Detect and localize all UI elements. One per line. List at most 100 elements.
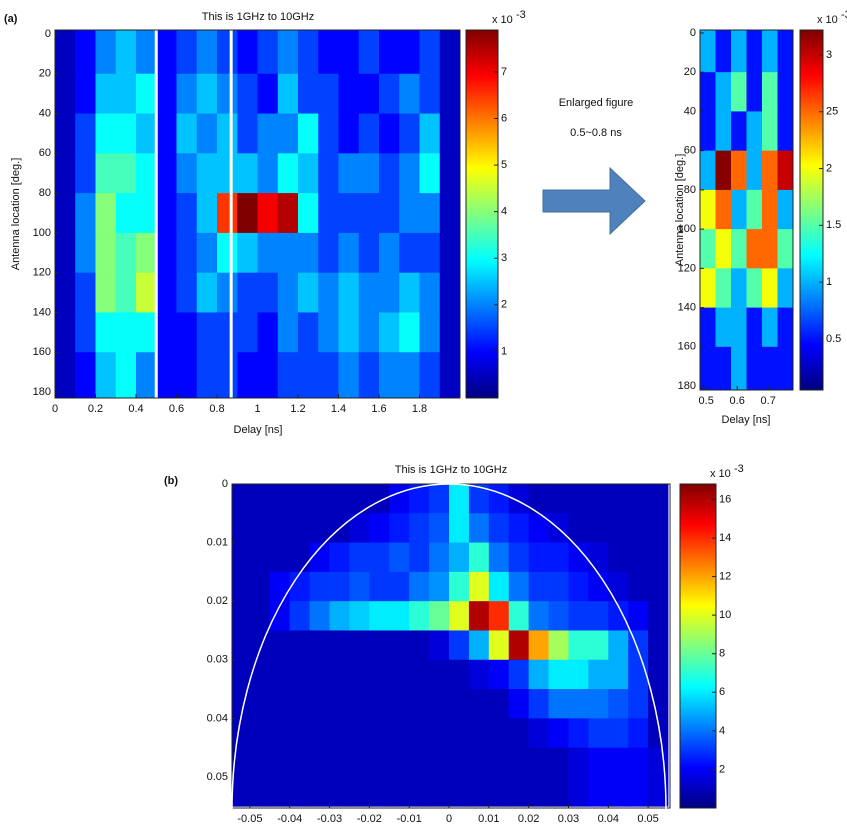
heatmap-cell (528, 601, 549, 631)
heatmap-cell (439, 232, 460, 274)
heatmap-cell (349, 718, 370, 749)
heatmap-cell (608, 484, 629, 514)
heatmap-cell (488, 689, 510, 719)
heatmap-cell (399, 73, 420, 114)
heatmap-cell (369, 747, 390, 778)
heatmap-cell (409, 513, 430, 543)
heatmap-cell (338, 352, 360, 398)
heatmap-cell (329, 689, 350, 719)
y-tick-label: 0 (222, 478, 228, 490)
heatmap-cell (777, 150, 793, 191)
heatmap-cell (715, 268, 732, 309)
heatmap-cell (176, 113, 198, 154)
heatmap-cell (746, 111, 763, 152)
heatmap-cell (628, 571, 649, 602)
heatmap-cell (528, 542, 549, 573)
heatmap-cell (318, 272, 339, 313)
heatmap-cell (358, 352, 380, 398)
colorbar-tick-label: 2 (501, 299, 507, 311)
heatmap-cell (309, 747, 330, 778)
colorbar-tick-label: 8 (719, 648, 725, 660)
heatmap-cell (608, 513, 629, 543)
heatmap-cell (700, 346, 716, 390)
heatmap-cell (648, 601, 669, 631)
heatmap-cell (468, 630, 490, 661)
heatmap-cell (289, 601, 311, 631)
heatmap-cell (429, 630, 450, 661)
heatmap-cell (309, 571, 330, 602)
heatmap-cell (508, 747, 530, 778)
heatmap-cell (55, 30, 76, 75)
heatmap-cell (75, 153, 96, 194)
heatmap-cell (731, 150, 747, 191)
heatmap-cell (232, 689, 251, 719)
heatmap-cell (232, 601, 251, 631)
heatmap-cell (588, 513, 609, 543)
heatmap-cell (55, 352, 76, 398)
heatmap-cell (379, 232, 400, 274)
heatmap-cell (249, 542, 271, 573)
heatmap-cell (136, 30, 157, 75)
heatmap-cell (95, 352, 117, 398)
x-tick-label: 0.05 (637, 813, 658, 825)
x-tick-label: 1.6 (371, 403, 386, 415)
heatmap-cell (429, 689, 450, 719)
heatmap-cell (249, 689, 271, 719)
x-tick-label: 0.5 (699, 395, 714, 407)
heatmap-cell (389, 718, 410, 749)
x-tick-label: 0.8 (209, 403, 224, 415)
y-tick-label: 0.03 (207, 654, 228, 666)
heatmap-cell (289, 776, 311, 807)
heatmap-cell (399, 272, 420, 313)
colorbar-tick-label: 1.5 (826, 219, 841, 231)
heatmap-cell (548, 718, 569, 749)
x-tick-label: 1.4 (331, 403, 346, 415)
heatmap-cell (249, 571, 271, 602)
heatmap-cell (628, 601, 649, 631)
heatmap-cell (700, 307, 716, 348)
heatmap-cell (298, 193, 319, 234)
heatmap-cell (628, 776, 649, 807)
heatmap-cell (715, 307, 732, 348)
heatmap-cell (468, 747, 490, 778)
heatmap-cell (298, 352, 319, 398)
heatmap-cell (217, 312, 238, 353)
heatmap-cell (257, 73, 279, 114)
y-tick-label: 0.04 (207, 712, 228, 724)
heatmap-cell (156, 272, 177, 313)
heatmap-cell (309, 689, 330, 719)
heatmap-cell (257, 193, 279, 234)
colorbar-tick-label: 0.5 (826, 333, 841, 345)
heatmap-cell (75, 312, 96, 353)
heatmap-cell (329, 571, 350, 602)
y-tick-label: 120 (33, 267, 51, 279)
heatmap-cell (309, 484, 330, 514)
heatmap-cell (95, 272, 117, 313)
heatmap-cell (318, 193, 339, 234)
heatmap-cell (95, 232, 117, 274)
heatmap-cell (289, 542, 311, 573)
heatmap-cell (508, 571, 530, 602)
y-axis-label: Antenna location [deg.] (10, 158, 22, 271)
heatmap-cell (329, 718, 350, 749)
heatmap-cell (731, 189, 747, 230)
heatmap-cell (429, 747, 450, 778)
heatmap-cell (648, 484, 669, 514)
heatmap-cell (329, 601, 350, 631)
heatmap-cell (488, 571, 510, 602)
heatmap-cell (136, 193, 157, 234)
heatmap-cell (468, 689, 490, 719)
heatmap-cell (136, 113, 157, 154)
heatmap-cell (715, 30, 732, 73)
heatmap-cell (55, 113, 76, 154)
heatmap-cell (277, 352, 299, 398)
heatmap-cell (269, 776, 291, 807)
heatmap-cell (358, 153, 380, 194)
colorbar (465, 29, 499, 399)
heatmap-cell (588, 747, 609, 778)
heatmap-cells (700, 30, 793, 390)
x-tick-label: 0.4 (128, 403, 143, 415)
heatmap-cell (338, 272, 360, 313)
heatmap-cell (156, 193, 177, 234)
y-tick-label: 160 (33, 346, 51, 358)
